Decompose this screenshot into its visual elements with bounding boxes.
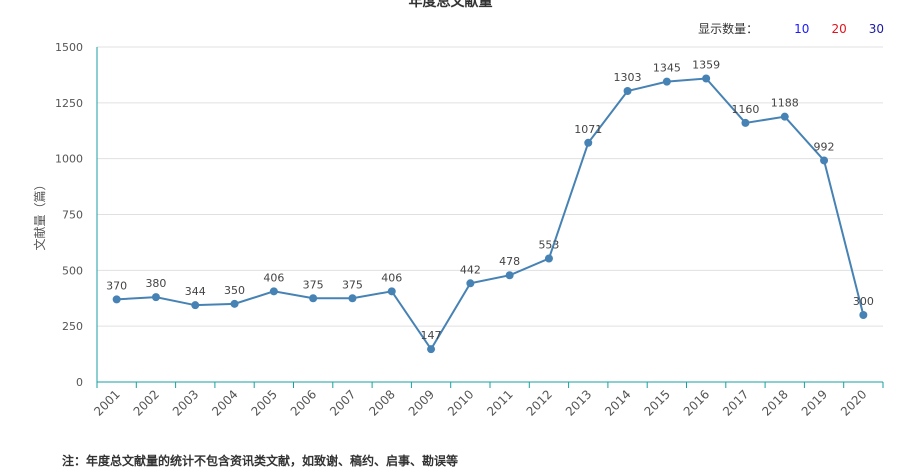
data-label: 1345 — [653, 62, 681, 75]
x-tick-label: 2019 — [799, 387, 830, 418]
data-point — [780, 112, 789, 121]
data-label: 380 — [145, 277, 166, 290]
x-tick-label: 2010 — [445, 387, 476, 418]
data-label: 478 — [499, 255, 520, 268]
x-tick-label: 2009 — [406, 387, 437, 418]
display-count-selector: 显示数量： 10 20 30 — [698, 20, 884, 37]
x-tick-label: 2002 — [131, 387, 162, 418]
data-point — [544, 254, 553, 263]
data-point — [741, 118, 750, 127]
data-label: 147 — [421, 329, 442, 342]
x-tick-label: 2006 — [288, 387, 319, 418]
x-tick-label: 2020 — [838, 387, 869, 418]
x-tick-label: 2011 — [484, 387, 515, 418]
data-point — [427, 345, 436, 354]
data-point — [702, 74, 711, 83]
data-label: 406 — [263, 271, 284, 284]
x-tick-label: 2016 — [681, 387, 712, 418]
data-point — [584, 138, 593, 147]
data-label: 1188 — [771, 97, 799, 110]
chart-title: 年度总文献量 — [408, 0, 493, 10]
y-axis-label: 文献量（篇） — [32, 178, 47, 250]
y-tick-label: 1250 — [55, 97, 83, 110]
y-tick-label: 0 — [76, 376, 83, 389]
data-point — [505, 271, 514, 280]
data-point — [191, 301, 200, 310]
x-tick-label: 2018 — [759, 387, 790, 418]
data-label: 375 — [303, 278, 324, 291]
data-point — [309, 294, 318, 303]
display-count-30[interactable]: 30 — [868, 21, 884, 36]
series-line — [116, 77, 865, 352]
data-label: 442 — [460, 263, 481, 276]
data-point — [230, 299, 239, 308]
display-count-20[interactable]: 20 — [831, 21, 847, 36]
data-label: 300 — [853, 295, 874, 308]
y-tick-label: 250 — [62, 320, 83, 333]
y-tick-label: 1000 — [55, 153, 83, 166]
x-tick-label: 2008 — [366, 387, 397, 418]
x-tick-label: 2003 — [170, 387, 201, 418]
x-tick-label: 2013 — [563, 387, 594, 418]
x-tick-label: 2015 — [641, 387, 672, 418]
x-tick-label: 2001 — [91, 387, 122, 418]
y-tick-label: 750 — [62, 209, 83, 222]
data-label: 370 — [106, 279, 127, 292]
data-point — [466, 279, 475, 288]
data-label: 344 — [185, 285, 206, 298]
data-point — [820, 156, 829, 165]
footnote: 注：年度总文献量的统计不包含资讯类文献，如致谢、稿约、启事、勘误等 — [62, 454, 459, 468]
line-chart: 0 250 500 750 1000 1250 1500 2001 2002 2003 2004 20… — [32, 41, 884, 419]
data-label: 350 — [224, 284, 245, 297]
data-point — [387, 287, 396, 296]
y-tick-label: 500 — [62, 264, 83, 277]
data-label: 375 — [342, 278, 363, 291]
data-label: 1359 — [692, 58, 720, 71]
x-tick-label: 2005 — [248, 387, 279, 418]
data-label: 1071 — [574, 123, 602, 136]
x-tick-label: 2014 — [602, 387, 633, 418]
x-tick-label: 2012 — [524, 387, 555, 418]
data-point — [623, 86, 632, 95]
y-tick-label: 1500 — [55, 41, 83, 54]
data-label: 406 — [381, 271, 402, 284]
data-point — [348, 294, 357, 303]
data-label: 1303 — [614, 71, 642, 84]
data-point — [859, 311, 868, 319]
x-tick-label: 2017 — [720, 387, 751, 418]
data-point — [662, 77, 671, 86]
display-count-10[interactable]: 10 — [794, 21, 810, 36]
data-label: 553 — [538, 238, 559, 251]
x-tick-label: 2004 — [209, 387, 240, 418]
data-point — [112, 295, 121, 304]
data-label: 1160 — [731, 103, 759, 116]
data-label: 992 — [814, 140, 835, 153]
x-tick-label: 2007 — [327, 387, 358, 418]
data-point — [269, 287, 278, 296]
data-point — [151, 293, 160, 302]
display-count-label: 显示数量： — [698, 22, 759, 36]
